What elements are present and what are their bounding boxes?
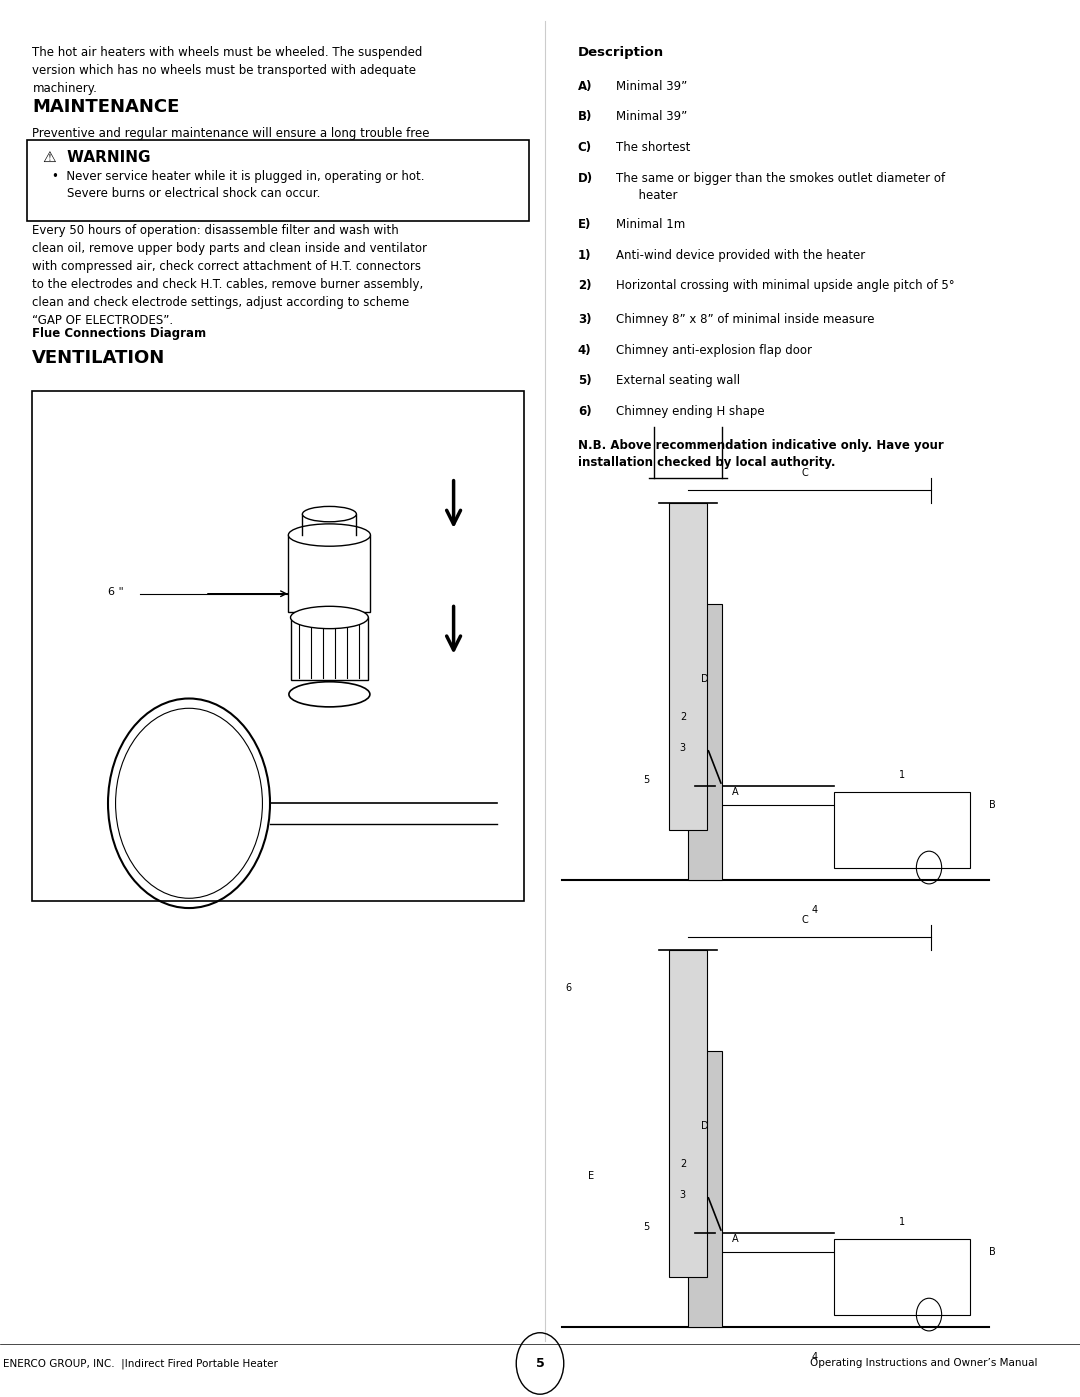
Text: 6: 6 <box>565 982 571 993</box>
Text: 4: 4 <box>811 1352 818 1362</box>
Text: The same or bigger than the smokes outlet diameter of
      heater: The same or bigger than the smokes outle… <box>616 172 945 201</box>
Ellipse shape <box>302 507 356 522</box>
Text: E: E <box>588 1171 594 1182</box>
Text: D): D) <box>578 172 593 184</box>
Text: D: D <box>701 673 708 685</box>
Text: Chimney 8” x 8” of minimal inside measure: Chimney 8” x 8” of minimal inside measur… <box>616 313 874 326</box>
Text: 1: 1 <box>899 770 905 780</box>
Text: Anti-wind device provided with the heater: Anti-wind device provided with the heate… <box>616 249 865 261</box>
Bar <box>669 950 707 1277</box>
Text: 5: 5 <box>643 1221 649 1232</box>
Text: Operating Instructions and Owner’s Manual: Operating Instructions and Owner’s Manua… <box>810 1358 1038 1369</box>
Text: Chimney ending H shape: Chimney ending H shape <box>616 405 765 418</box>
Text: 5): 5) <box>578 374 592 387</box>
Ellipse shape <box>289 682 369 707</box>
Text: C): C) <box>578 141 592 154</box>
Text: Horizontal crossing with minimal upside angle pitch of 5°: Horizontal crossing with minimal upside … <box>616 279 955 292</box>
Bar <box>669 503 707 830</box>
Text: C: C <box>801 468 808 478</box>
Text: 5: 5 <box>536 1356 544 1370</box>
Text: 5: 5 <box>643 774 649 785</box>
Text: N.B. Above recommendation indicative only. Have your
installation checked by loc: N.B. Above recommendation indicative onl… <box>578 439 944 468</box>
Text: D: D <box>701 1120 708 1132</box>
Text: A: A <box>732 787 739 798</box>
FancyBboxPatch shape <box>291 617 368 680</box>
Text: 3: 3 <box>679 1190 685 1200</box>
Text: The shortest: The shortest <box>616 141 690 154</box>
Text: A: A <box>732 1234 739 1245</box>
Text: MAINTENANCE: MAINTENANCE <box>32 98 179 116</box>
Text: 1): 1) <box>578 249 592 261</box>
Bar <box>32 391 524 901</box>
Text: 3: 3 <box>679 743 685 753</box>
Text: C: C <box>801 915 808 925</box>
Text: Chimney anti-explosion flap door: Chimney anti-explosion flap door <box>616 344 811 356</box>
Text: Minimal 39”: Minimal 39” <box>616 110 687 123</box>
Text: 2: 2 <box>680 711 686 722</box>
Text: E): E) <box>578 218 591 231</box>
Text: B: B <box>989 799 996 810</box>
Text: Minimal 1m: Minimal 1m <box>616 218 685 231</box>
Text: Minimal 39”: Minimal 39” <box>616 80 687 92</box>
Text: ENERCO GROUP, INC.  |Indirect Fired Portable Heater: ENERCO GROUP, INC. |Indirect Fired Porta… <box>3 1358 278 1369</box>
FancyBboxPatch shape <box>288 535 370 612</box>
Text: Preventive and regular maintenance will ensure a long trouble free
life to your : Preventive and regular maintenance will … <box>32 127 430 158</box>
Ellipse shape <box>288 524 370 546</box>
Text: 4: 4 <box>811 905 818 915</box>
Text: 1: 1 <box>899 1217 905 1227</box>
Bar <box>834 1239 970 1315</box>
Text: 2): 2) <box>578 279 592 292</box>
Text: B): B) <box>578 110 592 123</box>
Text: B: B <box>989 1246 996 1257</box>
Text: 2: 2 <box>680 1158 686 1169</box>
Text: VENTILATION: VENTILATION <box>32 349 165 367</box>
Text: ⚠  WARNING: ⚠ WARNING <box>43 149 151 165</box>
Text: External seating wall: External seating wall <box>616 374 740 387</box>
Ellipse shape <box>291 606 368 629</box>
Text: Every 50 hours of operation: disassemble filter and wash with
clean oil, remove : Every 50 hours of operation: disassemble… <box>32 224 428 327</box>
Text: 6 ": 6 " <box>108 587 124 598</box>
Text: 3): 3) <box>578 313 592 326</box>
FancyBboxPatch shape <box>27 140 529 221</box>
Text: A): A) <box>578 80 592 92</box>
Text: Description: Description <box>578 46 664 59</box>
Text: 4): 4) <box>578 344 592 356</box>
Text: •  Never service heater while it is plugged in, operating or hot.
    Severe bur: • Never service heater while it is plugg… <box>52 170 424 200</box>
Text: The hot air heaters with wheels must be wheeled. The suspended
version which has: The hot air heaters with wheels must be … <box>32 46 422 95</box>
Bar <box>834 792 970 868</box>
Text: Flue Connections Diagram: Flue Connections Diagram <box>32 327 206 339</box>
Bar <box>688 604 723 880</box>
Text: 6): 6) <box>578 405 592 418</box>
Bar <box>688 1051 723 1327</box>
